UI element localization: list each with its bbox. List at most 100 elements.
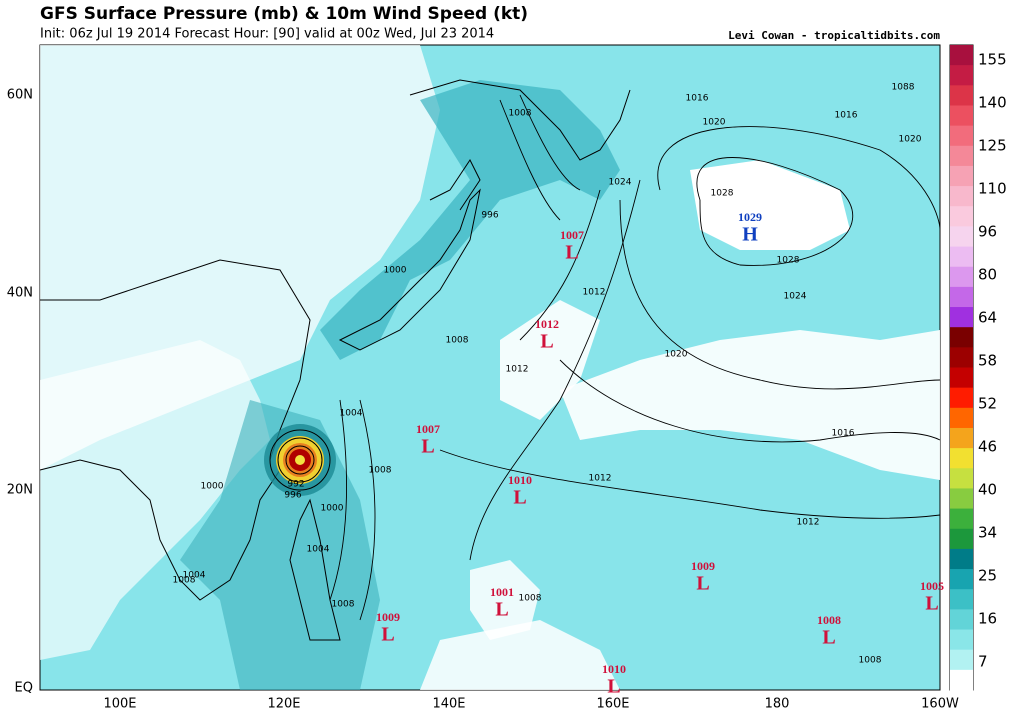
colorbar-segment xyxy=(950,206,973,227)
calm-area xyxy=(420,620,620,690)
colorbar-tick-label: 52 xyxy=(978,395,997,413)
colorbar-segment xyxy=(950,427,973,449)
isobar-label: 1004 xyxy=(183,571,206,581)
pressure-center-letter: L xyxy=(696,573,709,595)
latitude-label: 40N xyxy=(7,286,33,301)
colorbar-segment xyxy=(950,246,973,268)
longitude-label: 160W xyxy=(921,697,959,712)
isobar-label: 1020 xyxy=(899,135,922,145)
isobar-label: 996 xyxy=(284,491,301,501)
title: GFS Surface Pressure (mb) & 10m Wind Spe… xyxy=(40,4,528,24)
isobar-label: 1012 xyxy=(583,288,606,298)
coastlines xyxy=(39,79,631,641)
pressure-center-value: 1001 xyxy=(490,585,514,599)
colorbar-segment xyxy=(950,327,973,348)
isobar-label: 1020 xyxy=(703,118,726,128)
latitude-label: EQ xyxy=(15,681,33,696)
colorbar-segment xyxy=(950,45,973,66)
pressure-center-value: 1009 xyxy=(376,610,400,624)
pressure-center-value: 1029 xyxy=(738,210,762,224)
isobar-label: 1008 xyxy=(859,656,882,666)
typhoon xyxy=(264,424,336,496)
colorbar-tick-label: 125 xyxy=(978,137,1007,155)
pressure-center-value: 1007 xyxy=(560,228,584,242)
colorbar-segment xyxy=(950,387,973,409)
pressure-center-letter: H xyxy=(742,224,758,246)
colorbar-tick-label: 140 xyxy=(978,94,1007,112)
longitude-label: 100E xyxy=(103,697,136,712)
colorbar-tick-label: 7 xyxy=(978,653,988,671)
map-area xyxy=(39,44,941,691)
isobar-label: 1000 xyxy=(201,482,224,492)
colorbar: 155 140 125 110 96 80 64 58 52 46 40 34 25 16 7 xyxy=(950,45,1007,691)
colorbar-tick-label: 155 xyxy=(978,51,1007,69)
latitude-label: 60N xyxy=(7,88,33,103)
isobar-label: 1000 xyxy=(384,266,407,276)
pressure-center-letter: L xyxy=(607,676,620,698)
colorbar-segment xyxy=(950,85,973,106)
isobar-label: 1016 xyxy=(832,429,855,439)
land-calm xyxy=(40,340,270,660)
isobar-label: 1008 xyxy=(369,466,392,476)
longitude-label: 180 xyxy=(765,697,790,712)
pressure-center-value: 1008 xyxy=(817,613,841,627)
isobar-label: 1016 xyxy=(686,94,709,104)
isobar-label: 996 xyxy=(481,211,498,221)
colorbar-segment xyxy=(950,609,973,631)
isobar-label: 1028 xyxy=(711,189,734,199)
pressure-center-letter: L xyxy=(925,593,938,615)
isobar-label: 1024 xyxy=(784,292,807,302)
colorbar-tick-label: 64 xyxy=(978,309,997,327)
colorbar-segment xyxy=(950,508,973,530)
colorbar-segment xyxy=(950,307,973,328)
isobar-label: 1028 xyxy=(777,256,800,266)
colorbar-segment xyxy=(950,65,973,86)
calm-area xyxy=(500,300,600,420)
calm-area xyxy=(690,160,850,250)
pressure-center-letter: L xyxy=(822,627,835,649)
pressure-center-value: 1010 xyxy=(602,662,626,676)
colorbar-segment xyxy=(950,448,973,469)
latitude-label: 20N xyxy=(7,483,33,498)
colorbar-tick-label: 25 xyxy=(978,567,997,585)
isobar-label: 1008 xyxy=(173,576,196,586)
colorbar-tick-label: 58 xyxy=(978,352,997,370)
colorbar-segment xyxy=(950,548,973,570)
colorbar-tick-label: 46 xyxy=(978,438,997,456)
pressure-center-value: 1010 xyxy=(508,473,532,487)
isobar-label: 992 xyxy=(287,480,304,490)
colorbar-tick-label: 96 xyxy=(978,223,997,241)
init-line: Init: 06z Jul 19 2014 Forecast Hour: [90… xyxy=(40,27,494,42)
colorbar-segment xyxy=(950,145,973,167)
colorbar-tick-label: 80 xyxy=(978,266,997,284)
pressure-center-value: 1005 xyxy=(920,579,944,593)
isobar-label: 1000 xyxy=(321,504,344,514)
isobar-label: 1024 xyxy=(609,178,632,188)
pressure-center-letter: L xyxy=(513,487,526,509)
isobars xyxy=(329,94,941,621)
colorbar-segment xyxy=(950,649,973,671)
pressure-center-value: 1012 xyxy=(535,317,559,331)
colorbar-tick-label: 16 xyxy=(978,610,997,628)
isobar-label: 1004 xyxy=(307,545,330,555)
longitude-label: 160E xyxy=(596,697,629,712)
isobar-label: 1008 xyxy=(332,600,355,610)
isobar-label: 1020 xyxy=(665,350,688,360)
isobar-label: 1008 xyxy=(519,594,542,604)
colorbar-tick-label: 34 xyxy=(978,524,997,542)
credit: Levi Cowan - tropicaltidbits.com xyxy=(728,29,940,42)
colorbar-segment xyxy=(950,589,973,610)
colorbar-segment xyxy=(950,669,973,691)
colorbar-tick-label: 40 xyxy=(978,481,997,499)
colorbar-tick-label: 110 xyxy=(978,180,1007,198)
pressure-center-letter: L xyxy=(540,331,553,353)
pressure-center-letter: L xyxy=(381,624,394,646)
pressure-center-value: 1009 xyxy=(691,559,715,573)
isobar-label: 1008 xyxy=(509,109,532,119)
pressure-center-letter: L xyxy=(565,242,578,264)
colorbar-segment xyxy=(950,186,973,207)
wind-band xyxy=(320,80,620,360)
